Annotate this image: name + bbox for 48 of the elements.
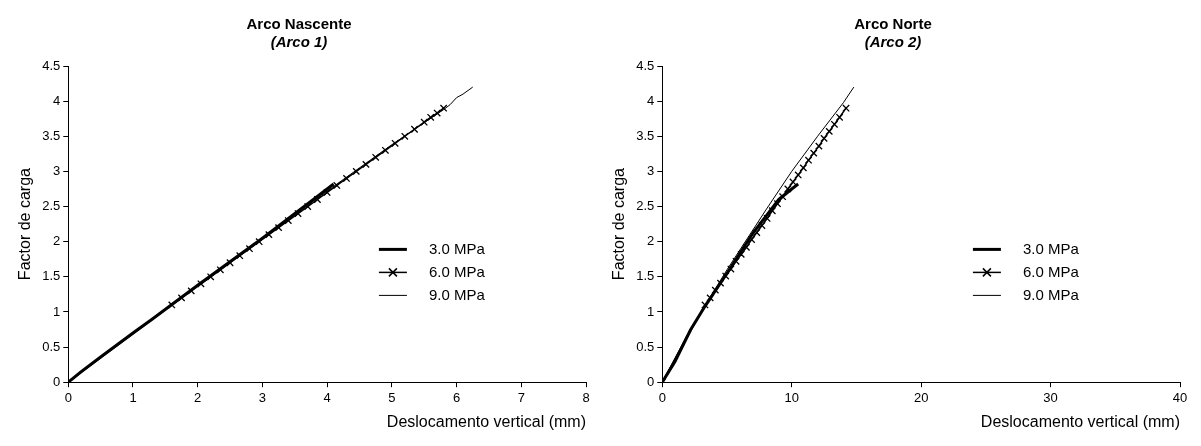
y-tick-label: 4 xyxy=(53,92,61,108)
x-tick-label: 6 xyxy=(452,389,461,405)
chart-subtitle: (Arco 2) xyxy=(864,33,922,51)
x-tick-label: 1 xyxy=(129,389,137,405)
y-tick-label: 2.5 xyxy=(636,198,655,214)
x-tick-label: 40 xyxy=(1172,389,1188,405)
y-tick-label: 3 xyxy=(53,162,61,178)
y-tick-label: 2.5 xyxy=(42,198,61,214)
chart-title: Arco Nascente xyxy=(246,15,352,33)
x-tick-label: 30 xyxy=(1043,389,1058,405)
y-tick-label: 4 xyxy=(647,92,655,108)
y-tick-label: 4.5 xyxy=(42,57,61,73)
legend-label: 6.0 MPa xyxy=(1022,262,1080,280)
x-tick-label: 0 xyxy=(658,389,666,405)
y-tick-label: 3.5 xyxy=(636,127,655,143)
x-tick-label: 0 xyxy=(64,389,72,405)
x-tick-label: 10 xyxy=(784,389,799,405)
y-tick-label: 1 xyxy=(53,303,61,319)
y-tick-label: 3 xyxy=(647,162,655,178)
x-tick-label: 20 xyxy=(913,389,929,405)
x-tick-label: 4 xyxy=(323,389,331,405)
y-tick-label: 2 xyxy=(647,233,655,249)
x-tick-label: 8 xyxy=(582,389,590,405)
y-tick-label: 1.5 xyxy=(42,268,61,284)
legend-label: 9.0 MPa xyxy=(428,285,486,303)
legend-label: 3.0 MPa xyxy=(1022,239,1080,257)
chart-subtitle: (Arco 1) xyxy=(270,33,328,51)
y-tick-label: 4.5 xyxy=(636,57,655,73)
x-axis-title: Deslocamento vertical (mm) xyxy=(386,412,586,430)
y-axis-title: Factor de carga xyxy=(16,167,34,281)
y-tick-label: 0 xyxy=(647,373,655,389)
legend-label: 3.0 MPa xyxy=(428,239,486,257)
y-tick-label: 0.5 xyxy=(636,338,655,354)
y-tick-label: 2 xyxy=(53,233,61,249)
x-axis-title: Deslocamento vertical (mm) xyxy=(980,412,1180,430)
x-tick-label: 3 xyxy=(258,389,267,405)
legend-label: 6.0 MPa xyxy=(428,262,486,280)
y-tick-label: 0.5 xyxy=(42,338,61,354)
chart-title: Arco Norte xyxy=(854,15,932,33)
x-tick-label: 5 xyxy=(388,389,396,405)
y-axis-title: Factor de carga xyxy=(610,167,628,281)
legend-label: 9.0 MPa xyxy=(1022,285,1080,303)
y-tick-label: 0 xyxy=(53,373,61,389)
y-tick-label: 1.5 xyxy=(636,268,655,284)
x-tick-label: 2 xyxy=(194,389,202,405)
y-tick-label: 3.5 xyxy=(42,127,61,143)
x-tick-label: 7 xyxy=(517,389,525,405)
y-tick-label: 1 xyxy=(647,303,655,319)
